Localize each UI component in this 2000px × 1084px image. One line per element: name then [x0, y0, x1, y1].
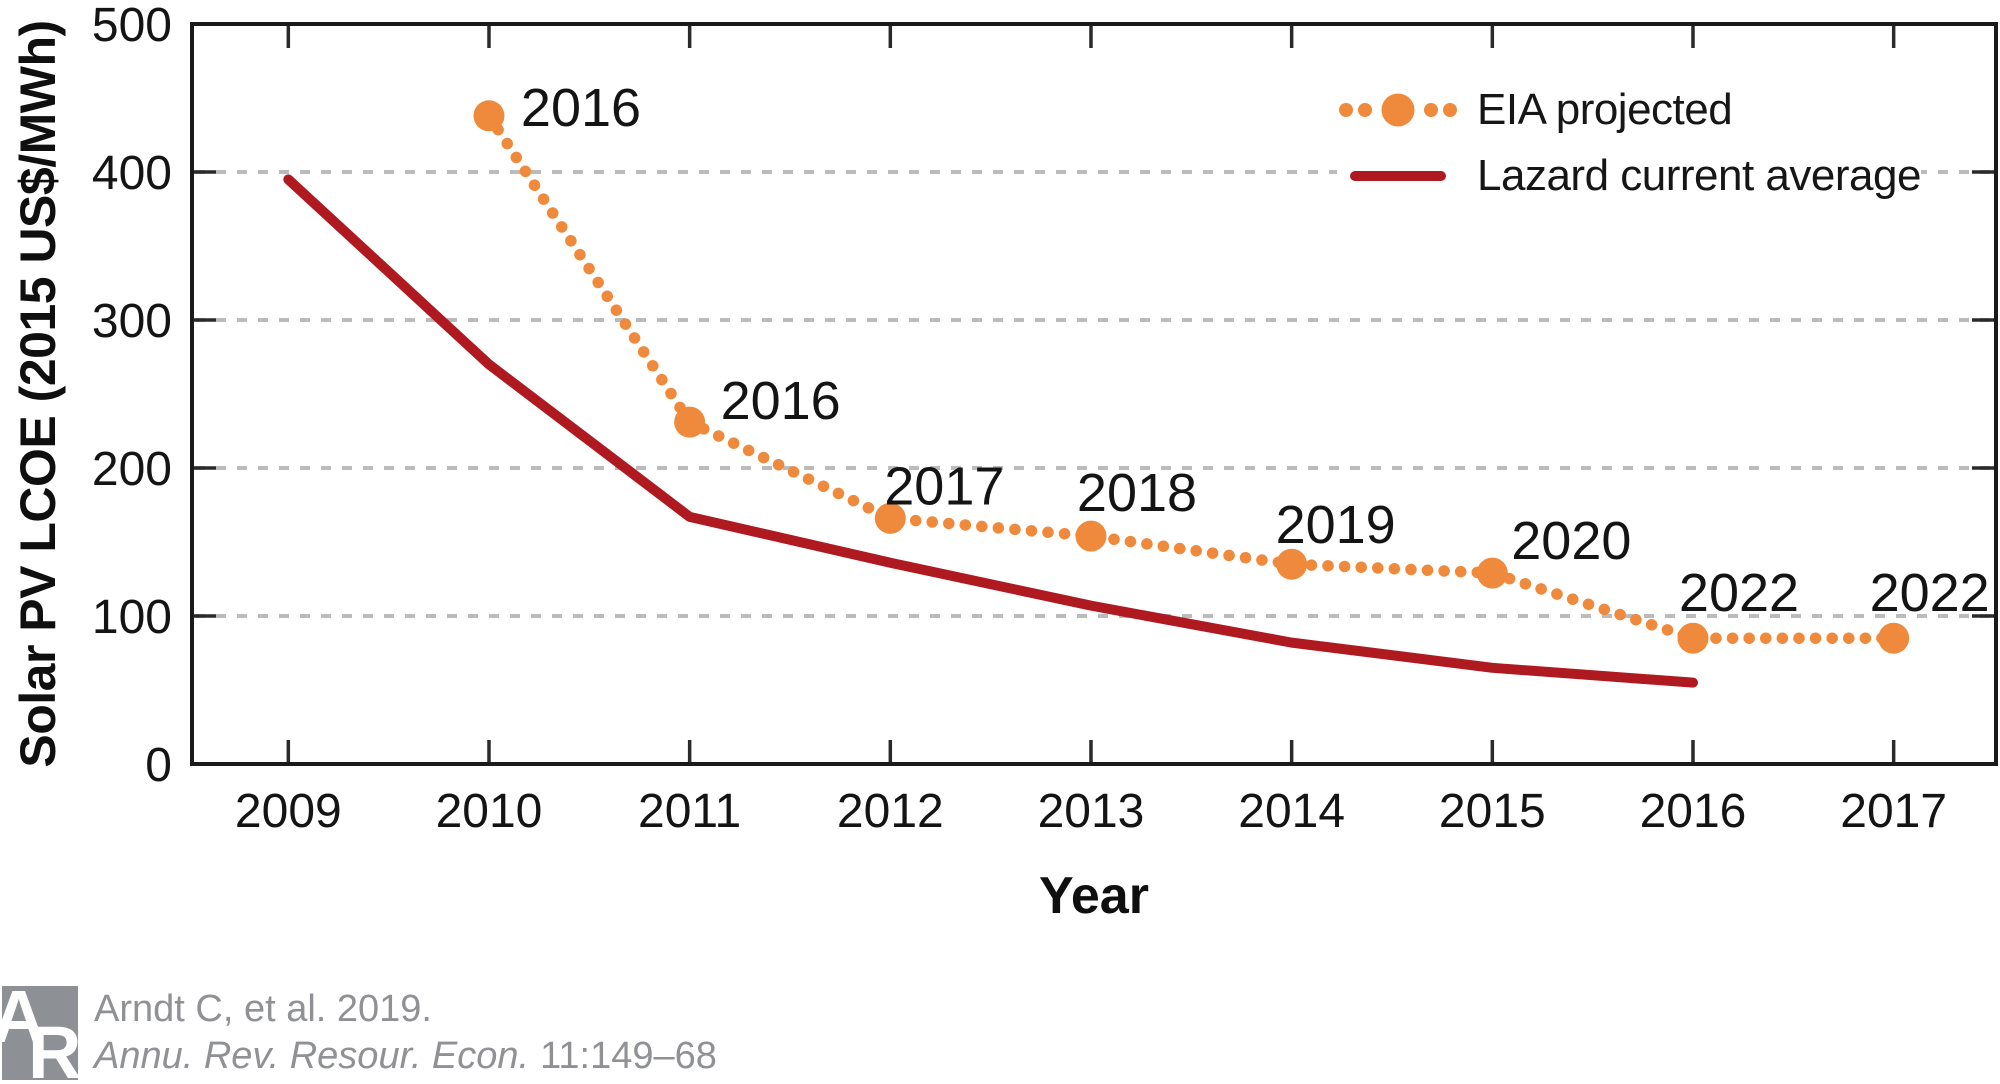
plot-frame	[190, 22, 1998, 766]
legend-item-eia: EIA projected	[1337, 84, 1921, 136]
legend: EIA projected Lazard current average	[1337, 84, 1921, 202]
lazard-line	[283, 174, 1698, 688]
citation-journal-ref: Annu. Rev. Resour. Econ. 11:149–68	[94, 1033, 717, 1080]
svg-text:300: 300	[92, 295, 172, 348]
svg-text:100: 100	[92, 591, 172, 644]
svg-text:2014: 2014	[1238, 785, 1345, 838]
citation-authors: Arndt C, et al. 2019.	[94, 988, 432, 1030]
svg-text:2017: 2017	[1840, 785, 1947, 838]
citation-journal-name: Annu. Rev. Resour. Econ.	[94, 1035, 530, 1077]
eia-dotted-line	[483, 110, 1900, 644]
svg-text:500: 500	[92, 0, 172, 52]
eia-point-markers	[473, 100, 1910, 654]
y-tick-labels: 0 100 200 300 400 500	[92, 0, 172, 792]
logo-letter-a: A	[2, 986, 46, 1058]
svg-text:2022: 2022	[1679, 563, 1799, 623]
svg-text:2011: 2011	[638, 785, 741, 838]
svg-text:2016: 2016	[1640, 785, 1747, 838]
svg-text:400: 400	[92, 147, 172, 200]
svg-text:2016: 2016	[721, 371, 841, 431]
annual-reviews-logo: A R	[2, 986, 78, 1080]
lazard-line-marker-icon	[1337, 171, 1459, 181]
svg-text:200: 200	[92, 443, 172, 496]
logo-letter-r: R	[28, 1011, 78, 1081]
svg-text:2020: 2020	[1511, 511, 1631, 571]
svg-text:2018: 2018	[1077, 463, 1197, 523]
axis-ticks	[194, 26, 1994, 762]
x-tick-labels: 2009 2010 2011 2012 2013 2014 2015 2016 2017	[235, 785, 1947, 838]
svg-text:2012: 2012	[837, 785, 944, 838]
svg-text:2016: 2016	[521, 78, 641, 138]
svg-text:2019: 2019	[1276, 495, 1396, 555]
svg-text:2010: 2010	[436, 785, 543, 838]
eia-point-labels: 2016 2016 2017 2018 2019 2020 2022 2022	[521, 78, 1990, 623]
legend-item-lazard: Lazard current average	[1337, 150, 1921, 202]
x-axis-title: Year	[1039, 867, 1149, 925]
svg-text:2015: 2015	[1439, 785, 1546, 838]
svg-text:2013: 2013	[1038, 785, 1145, 838]
citation-text: Arndt C, et al. 2019. Annu. Rev. Resour.…	[94, 986, 717, 1080]
svg-text:2022: 2022	[1870, 563, 1990, 623]
svg-text:0: 0	[145, 739, 172, 792]
eia-dotted-line-marker-icon	[1339, 93, 1457, 127]
citation: A R Arndt C, et al. 2019. Annu. Rev. Res…	[2, 986, 717, 1080]
svg-text:2009: 2009	[235, 785, 342, 838]
svg-text:2017: 2017	[884, 456, 1004, 516]
citation-volume-pages: 11:149–68	[540, 1035, 717, 1077]
y-axis-title: Solar PV LCOE (2015 US$/MWh)	[10, 20, 66, 768]
legend-label-eia: EIA projected	[1477, 85, 1733, 134]
legend-label-lazard: Lazard current average	[1477, 151, 1921, 200]
